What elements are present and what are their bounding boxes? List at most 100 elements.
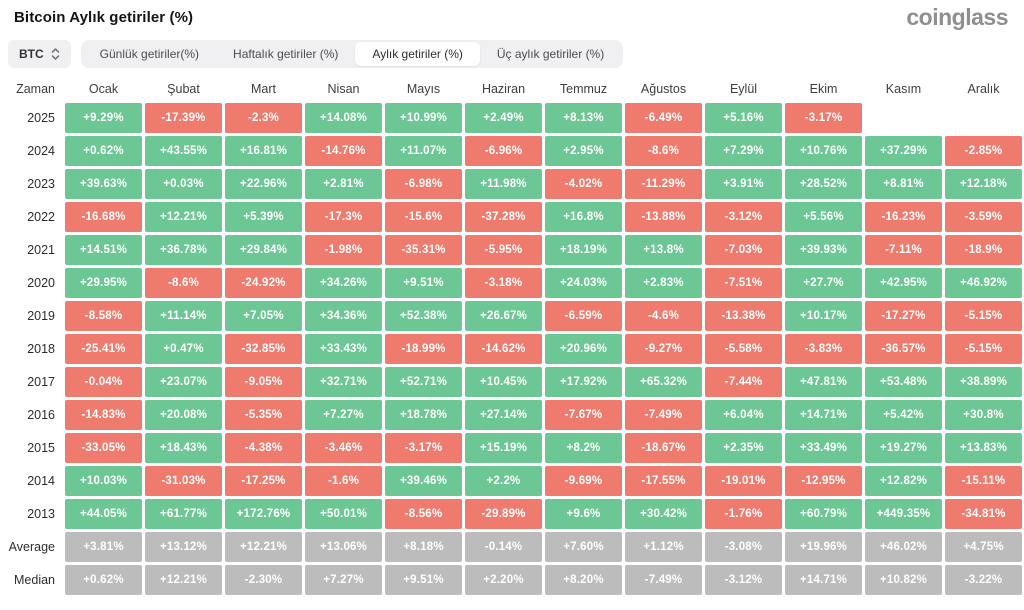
return-cell: -1.6% bbox=[305, 466, 382, 496]
return-cell: -17.25% bbox=[225, 466, 302, 496]
tab-period-2[interactable]: Aylık getiriler (%) bbox=[355, 42, 480, 66]
return-cell: +2.2% bbox=[465, 466, 542, 496]
return-cell: +18.78% bbox=[385, 400, 462, 430]
return-cell: -29.89% bbox=[465, 499, 542, 529]
return-cell: -8.6% bbox=[145, 268, 222, 298]
return-cell: +16.81% bbox=[225, 136, 302, 166]
month-column-header: Kasım bbox=[885, 81, 922, 96]
return-cell: -11.29% bbox=[625, 169, 702, 199]
month-column-header: Ocak bbox=[88, 81, 119, 96]
return-cell: -9.27% bbox=[625, 334, 702, 364]
return-cell: -7.49% bbox=[625, 565, 702, 595]
return-cell: +10.17% bbox=[785, 301, 862, 331]
return-cell: -3.12% bbox=[705, 565, 782, 595]
return-cell: +29.95% bbox=[65, 268, 142, 298]
monthly-returns-table: Zaman Ocak Şubat Mart Nisan Mayıs Haziran Temmu… bbox=[2, 77, 1022, 595]
return-cell: +14.71% bbox=[785, 565, 862, 595]
return-cell: -5.15% bbox=[945, 334, 1022, 364]
return-cell: +42.95% bbox=[865, 268, 942, 298]
return-cell: -6.98% bbox=[385, 169, 462, 199]
return-cell: -25.41% bbox=[65, 334, 142, 364]
return-cell: +0.47% bbox=[145, 334, 222, 364]
return-cell: +10.45% bbox=[465, 367, 542, 397]
return-cell: -7.44% bbox=[705, 367, 782, 397]
return-cell: +10.99% bbox=[385, 103, 462, 133]
tab-period-0[interactable]: Günlük getiriler(%) bbox=[83, 42, 216, 66]
return-cell: -18.99% bbox=[385, 334, 462, 364]
return-cell: +7.05% bbox=[225, 301, 302, 331]
return-cell: +38.89% bbox=[945, 367, 1022, 397]
row-label: 2017 bbox=[27, 375, 55, 389]
return-cell: +53.48% bbox=[865, 367, 942, 397]
return-cell: +14.51% bbox=[65, 235, 142, 265]
return-cell: +7.60% bbox=[545, 532, 622, 562]
return-cell: +12.18% bbox=[945, 169, 1022, 199]
return-cell: -5.95% bbox=[465, 235, 542, 265]
return-cell: +5.39% bbox=[225, 202, 302, 232]
return-cell: +34.26% bbox=[305, 268, 382, 298]
return-cell: +29.84% bbox=[225, 235, 302, 265]
month-column-header: Mart bbox=[251, 81, 276, 96]
return-cell: +20.96% bbox=[545, 334, 622, 364]
return-cell: +18.19% bbox=[545, 235, 622, 265]
return-cell: +15.19% bbox=[465, 433, 542, 463]
return-cell: -17.3% bbox=[305, 202, 382, 232]
time-column-header: Zaman bbox=[16, 81, 55, 96]
return-cell: +13.12% bbox=[145, 532, 222, 562]
return-cell: +37.29% bbox=[865, 136, 942, 166]
return-cell: +9.51% bbox=[385, 565, 462, 595]
row-label: Median bbox=[14, 573, 55, 587]
return-cell: +9.51% bbox=[385, 268, 462, 298]
return-cell: -4.02% bbox=[545, 169, 622, 199]
row-label: 2020 bbox=[27, 276, 55, 290]
month-column-header: Temmuz bbox=[559, 81, 608, 96]
return-cell: +8.18% bbox=[385, 532, 462, 562]
return-cell: +13.06% bbox=[305, 532, 382, 562]
tab-period-1[interactable]: Haftalık getiriler (%) bbox=[216, 42, 355, 66]
return-cell: +9.6% bbox=[545, 499, 622, 529]
return-cell: +2.81% bbox=[305, 169, 382, 199]
return-cell: +65.32% bbox=[625, 367, 702, 397]
return-cell: +6.04% bbox=[705, 400, 782, 430]
return-cell: +52.71% bbox=[385, 367, 462, 397]
return-cell: +39.46% bbox=[385, 466, 462, 496]
return-cell: +8.81% bbox=[865, 169, 942, 199]
return-cell: +13.83% bbox=[945, 433, 1022, 463]
month-column-header: Aralık bbox=[967, 81, 1000, 96]
page-header: Bitcoin Aylık getiriler (%) coinglass bbox=[0, 0, 1024, 29]
return-cell: +27.14% bbox=[465, 400, 542, 430]
page-title: Bitcoin Aylık getiriler (%) bbox=[14, 9, 194, 26]
return-cell: +39.63% bbox=[65, 169, 142, 199]
return-cell: -14.76% bbox=[305, 136, 382, 166]
return-cell: +34.36% bbox=[305, 301, 382, 331]
symbol-selector[interactable]: BTC bbox=[8, 40, 71, 68]
return-cell: +39.93% bbox=[785, 235, 862, 265]
return-cell: -7.49% bbox=[625, 400, 702, 430]
return-cell: +61.77% bbox=[145, 499, 222, 529]
return-cell: -34.81% bbox=[945, 499, 1022, 529]
return-cell: -8.6% bbox=[625, 136, 702, 166]
tab-period-3[interactable]: Üç aylık getiriler (%) bbox=[480, 42, 621, 66]
return-cell: +19.27% bbox=[865, 433, 942, 463]
month-column-header: Nisan bbox=[327, 81, 360, 96]
return-cell: -5.35% bbox=[225, 400, 302, 430]
return-cell: +2.49% bbox=[465, 103, 542, 133]
return-cell: +1.12% bbox=[625, 532, 702, 562]
empty-cell bbox=[865, 103, 942, 133]
return-cell: -7.03% bbox=[705, 235, 782, 265]
return-cell: +13.8% bbox=[625, 235, 702, 265]
return-cell: +36.78% bbox=[145, 235, 222, 265]
return-cell: +14.08% bbox=[305, 103, 382, 133]
return-cell: +8.20% bbox=[545, 565, 622, 595]
return-cell: -3.17% bbox=[785, 103, 862, 133]
return-cell: +28.52% bbox=[785, 169, 862, 199]
month-column-header: Ekim bbox=[809, 81, 838, 96]
row-label: 2018 bbox=[27, 342, 55, 356]
return-cell: +46.02% bbox=[865, 532, 942, 562]
return-cell: +12.21% bbox=[225, 532, 302, 562]
return-cell: +32.71% bbox=[305, 367, 382, 397]
return-cell: +9.29% bbox=[65, 103, 142, 133]
return-cell: +22.96% bbox=[225, 169, 302, 199]
return-cell: +2.20% bbox=[465, 565, 542, 595]
return-cell: +24.03% bbox=[545, 268, 622, 298]
